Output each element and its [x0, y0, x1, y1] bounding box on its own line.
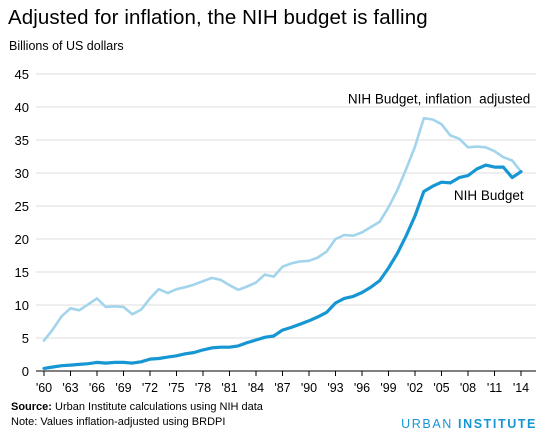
- y-tick-label: 20: [15, 232, 29, 247]
- source-text: Urban Institute calculations using NIH d…: [51, 401, 263, 413]
- source-note: Source: Urban Institute calculations usi…: [11, 401, 263, 413]
- x-tick-label: '63: [62, 381, 78, 395]
- series-line-inflation-adjusted: [42, 116, 523, 342]
- x-tick-label: '05: [433, 381, 449, 395]
- y-tick-label: 10: [15, 298, 29, 313]
- y-tick-label: 5: [22, 331, 29, 346]
- y-tick-label: 25: [15, 199, 29, 214]
- x-tick-label: '66: [89, 381, 105, 395]
- x-tick-label: '60: [36, 381, 52, 395]
- series-line-nih-budget: [42, 163, 523, 370]
- y-tick-label: 30: [15, 166, 29, 181]
- x-tick-label: '87: [274, 381, 290, 395]
- x-tick-label: '90: [301, 381, 317, 395]
- x-tick-label: '93: [327, 381, 343, 395]
- y-tick-label: 45: [15, 67, 29, 82]
- inflation-note: Note: Values inflation-adjusted using BR…: [11, 416, 226, 428]
- x-tick-label: '72: [142, 381, 158, 395]
- brand-text-institute: INSTITUTE: [458, 417, 537, 431]
- y-axis-label: Billions of US dollars: [9, 39, 124, 53]
- x-tick-label: '99: [380, 381, 396, 395]
- chart-title: Adjusted for inflation, the NIH budget i…: [8, 6, 428, 29]
- x-tick-label: '69: [115, 381, 131, 395]
- x-tick-label: '84: [248, 381, 264, 395]
- series-label: NIH Budget: [454, 188, 524, 203]
- x-tick-label: '75: [168, 381, 184, 395]
- x-tick-label: '81: [221, 381, 237, 395]
- series-label: NIH Budget, inflation adjusted: [348, 92, 530, 107]
- y-tick-label: 35: [15, 133, 29, 148]
- y-tick-label: 40: [15, 100, 29, 115]
- x-tick-label: '78: [195, 381, 211, 395]
- x-tick-label: '11: [487, 381, 502, 395]
- source-label: Source:: [11, 401, 52, 413]
- x-tick-label: '02: [407, 381, 423, 395]
- x-tick-label: '08: [460, 381, 476, 395]
- x-tick-label: '14: [513, 381, 529, 395]
- brand-logo: URBAN INSTITUTE: [401, 417, 537, 431]
- y-tick-label: 0: [22, 364, 29, 379]
- x-tick-label: '96: [354, 381, 370, 395]
- y-tick-label: 15: [15, 265, 29, 280]
- brand-text-urban: URBAN: [401, 417, 459, 431]
